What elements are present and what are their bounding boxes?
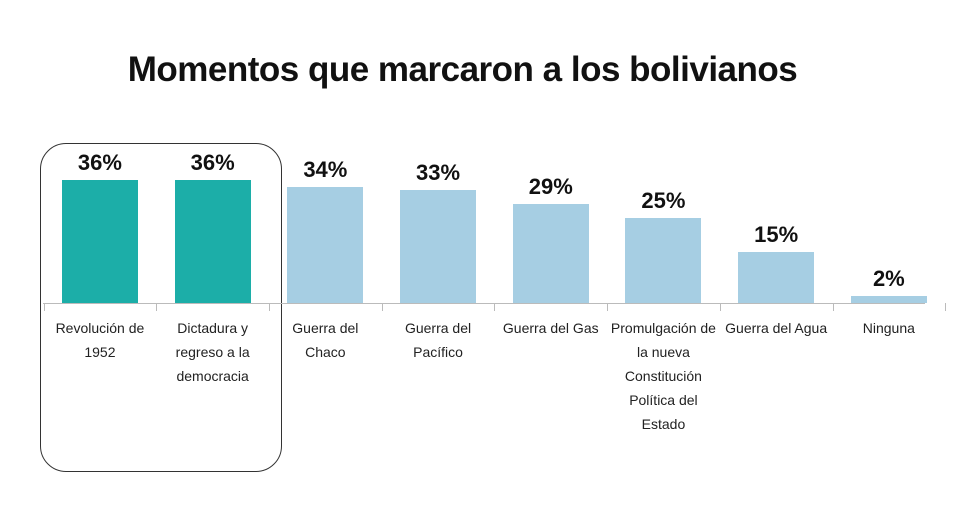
bar [61,179,138,303]
x-tick-label: Guerra del Agua [725,320,828,336]
bar [850,296,927,303]
tick-mark [832,303,834,311]
tick-mark [945,303,947,311]
value-label: 33% [416,160,461,186]
bar [287,186,364,303]
bar [738,251,815,303]
highlight-box [40,143,282,472]
value-label: 15% [754,221,799,247]
value-label: 29% [528,173,573,199]
x-tick-label: Dictadura y regreso a la democracia [175,320,250,384]
tick-mark [381,303,383,311]
bar [512,203,589,303]
value-label: 34% [303,156,348,182]
value-label: 36% [190,149,235,175]
x-tick-label: Guerra del Pacífico [404,320,472,360]
x-tick-label: Promulgación de la nueva Constitución Po… [610,320,716,432]
bar [400,190,477,303]
chart-title: Momentos que marcaron a los bolivianos [127,50,798,89]
value-label: 2% [872,266,905,292]
value-label: 36% [77,149,122,175]
tick-mark [156,303,158,311]
tick-mark [607,303,609,311]
value-label: 25% [641,187,686,213]
x-axis [43,303,925,304]
x-tick-label: Revolución de 1952 [55,320,145,360]
tick-mark [719,303,721,311]
x-tick-label: Guerra del Chaco [292,320,359,360]
bar [174,179,251,303]
bar [625,217,702,303]
x-tick-label: Ninguna [862,320,915,336]
x-tick-label: Guerra del Gas [502,320,599,336]
tick-mark [269,303,270,311]
tick-mark [43,303,45,311]
tick-mark [494,303,496,311]
